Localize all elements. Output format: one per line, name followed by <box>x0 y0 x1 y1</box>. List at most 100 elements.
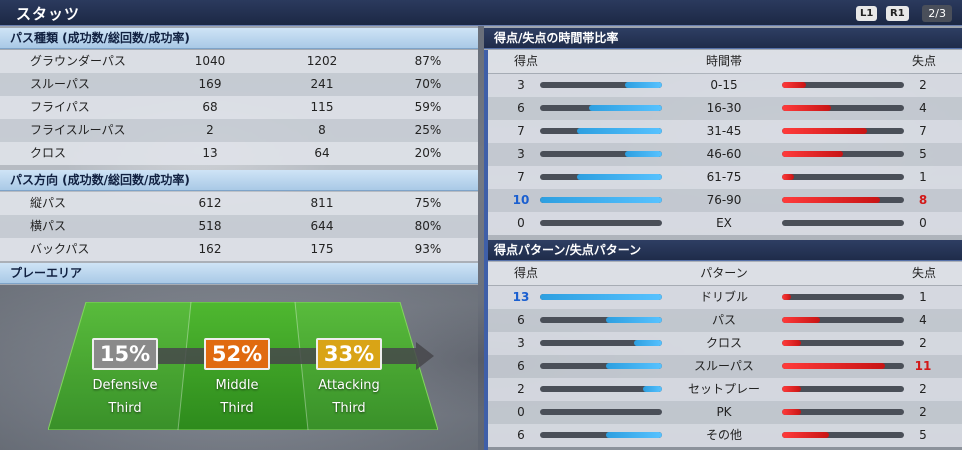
scored-value: 0 <box>517 405 525 419</box>
success-rate: 59% <box>414 100 442 114</box>
table-row: 3 0-15 2 <box>484 74 962 97</box>
column-divider <box>478 26 484 450</box>
conceded-value: 5 <box>919 147 927 161</box>
patterns-column-headers: 得点 パターン 失点 <box>484 262 962 285</box>
conceded-bar <box>782 340 904 346</box>
success-count: 518 <box>198 219 222 233</box>
scored-bar-fill <box>625 151 662 157</box>
row-label: クロス <box>705 336 742 350</box>
time-ratio-header: 得点/失点の時間帯比率 <box>484 28 962 49</box>
scored-bar <box>540 105 662 111</box>
table-row: 2 セットプレー 2 <box>484 378 962 401</box>
conceded-bar <box>782 220 904 226</box>
success-rate: 70% <box>414 77 442 91</box>
row-name: フライスルーパス <box>30 123 126 137</box>
row-label: その他 <box>705 428 742 442</box>
scored-bar <box>540 197 662 203</box>
row-name: 縦パス <box>30 196 67 210</box>
scored-bar <box>540 409 662 415</box>
pass-types-header: パス種類 (成功数/総回数/成功率) <box>0 28 478 49</box>
table-row: 0 PK 2 <box>484 401 962 424</box>
row-label: 31-45 <box>706 124 742 138</box>
table-row: バックパス 162 175 93% <box>0 238 478 261</box>
row-label: ドリブル <box>699 290 748 304</box>
total-count: 64 <box>314 146 330 160</box>
scored-bar <box>540 317 662 323</box>
scored-bar-fill <box>634 340 662 346</box>
title-bar: スタッツ L1 R1 2/3 <box>0 0 962 26</box>
conceded-bar <box>782 294 904 300</box>
conceded-bar <box>782 432 904 438</box>
scored-value: 7 <box>517 124 525 138</box>
conceded-bar-fill <box>782 197 880 203</box>
conceded-value: 0 <box>919 216 927 230</box>
table-row: 6 スルーパス 11 <box>484 355 962 378</box>
row-label: スルーパス <box>694 359 754 373</box>
scored-value: 6 <box>517 359 525 373</box>
row-name: バックパス <box>30 242 90 256</box>
col-scored: 得点 <box>513 266 538 280</box>
table-row: 6 16-30 4 <box>484 97 962 120</box>
row-label: パス <box>711 313 736 327</box>
patterns-header: 得点パターン/失点パターン <box>484 240 962 261</box>
scored-bar <box>540 128 662 134</box>
table-row: スルーパス 169 241 70% <box>0 73 478 96</box>
row-name: グラウンダーパス <box>30 54 126 68</box>
total-count: 644 <box>310 219 334 233</box>
conceded-bar-fill <box>782 151 843 157</box>
conceded-bar <box>782 363 904 369</box>
row-label: 61-75 <box>706 170 742 184</box>
conceded-bar-fill <box>782 128 867 134</box>
scored-bar <box>540 174 662 180</box>
success-rate: 87% <box>414 54 442 68</box>
total-count: 8 <box>318 123 326 137</box>
zone-label-line1: Attacking <box>318 378 380 393</box>
zone-label-line1: Middle <box>215 378 259 393</box>
table-row: 7 61-75 1 <box>484 166 962 189</box>
r1-button[interactable]: R1 <box>886 6 909 21</box>
success-count: 13 <box>202 146 218 160</box>
col-conceded: 失点 <box>911 54 936 68</box>
scored-value: 6 <box>517 313 525 327</box>
table-row: 6 パス 4 <box>484 309 962 332</box>
scored-bar <box>540 363 662 369</box>
scored-value: 2 <box>517 382 525 396</box>
scored-bar-fill <box>589 105 662 111</box>
zone-label-line1: Defensive <box>92 378 158 393</box>
scored-value: 0 <box>517 216 525 230</box>
success-count: 612 <box>198 196 222 210</box>
table-row: 0 EX 0 <box>484 212 962 235</box>
scored-value: 3 <box>517 78 525 92</box>
conceded-value: 4 <box>919 101 927 115</box>
zone-label-line2: Third <box>220 401 254 416</box>
table-row: グラウンダーパス 1040 1202 87% <box>0 50 478 73</box>
scored-bar <box>540 432 662 438</box>
row-label: EX <box>716 216 732 230</box>
conceded-bar-fill <box>782 409 801 415</box>
conceded-bar-fill <box>782 317 820 323</box>
scored-value: 6 <box>517 428 525 442</box>
conceded-value: 2 <box>919 382 927 396</box>
l1-button[interactable]: L1 <box>856 6 878 21</box>
accent-line <box>484 50 488 450</box>
conceded-value: 4 <box>919 313 927 327</box>
time-ratio-column-headers: 得点 時間帯 失点 <box>484 50 962 73</box>
scored-bar-fill <box>625 82 662 88</box>
zone-label-line2: Third <box>332 401 366 416</box>
table-row: フライスルーパス 2 8 25% <box>0 119 478 142</box>
conceded-bar <box>782 197 904 203</box>
col-conceded: 失点 <box>911 266 936 280</box>
conceded-value: 11 <box>914 359 932 373</box>
scored-bar <box>540 82 662 88</box>
scored-bar-fill <box>606 317 662 323</box>
zone-line-2 <box>294 302 309 430</box>
col-time: 時間帯 <box>705 54 742 68</box>
col-scored: 得点 <box>513 54 538 68</box>
conceded-bar <box>782 317 904 323</box>
conceded-value: 2 <box>919 405 927 419</box>
scored-bar-fill <box>540 294 662 300</box>
conceded-value: 7 <box>919 124 927 138</box>
zone-line-1 <box>177 302 192 430</box>
zone-percentage: 52% <box>204 338 270 370</box>
row-name: 横パス <box>30 219 67 233</box>
